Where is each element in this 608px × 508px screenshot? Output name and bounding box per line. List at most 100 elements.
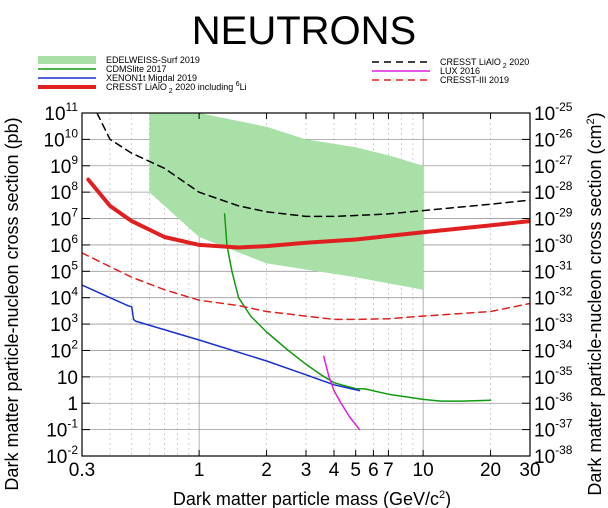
x-axis-label: Dark matter particle mass (GeV/c2) <box>173 489 451 508</box>
y-tick-base: 10 <box>46 447 67 468</box>
y-tick-base: 10 <box>50 183 71 204</box>
x-tick-label: 10 <box>413 460 434 481</box>
y-tick-exp: 6 <box>71 232 78 246</box>
x-tick-label: 2 <box>261 460 272 481</box>
y-tick-exp: -29 <box>555 206 573 220</box>
series-line-5 <box>82 252 530 321</box>
y-tick-exp: -37 <box>555 417 573 431</box>
plot-area: 0.3 1 2 3 4 5 6 7 10 20 3010-210-11101021031041051… <box>44 100 573 481</box>
y-tick-label-left: 1011 <box>44 100 78 125</box>
y-tick-base: 10 <box>534 368 555 389</box>
y-tick-label-right: 10-34 <box>534 337 573 362</box>
y-tick-exp: 5 <box>71 258 78 272</box>
legend-entry-label: CDMSlite 2017 <box>106 64 167 74</box>
y-tick-label-right: 10-37 <box>534 417 573 442</box>
y-tick-base: 10 <box>57 368 78 389</box>
y-tick-base: 10 <box>534 447 555 468</box>
legend-entry-tail2: Li <box>240 82 247 92</box>
y-tick-label-left: 108 <box>50 179 78 204</box>
series-line-0 <box>223 213 492 402</box>
y-tick-base: 10 <box>534 130 555 151</box>
y-tick-base: 10 <box>50 315 71 336</box>
y-tick-base: 10 <box>50 341 71 362</box>
y-axis-label-right-sup: 2 <box>585 118 597 124</box>
y-tick-exp: -30 <box>555 232 573 246</box>
y-tick-base: 10 <box>534 289 555 310</box>
series-line-3 <box>96 113 530 218</box>
y-axis-label-right: Dark matter particle-nucleon cross secti… <box>585 112 605 495</box>
legend-entry-label: EDELWEISS-Surf 2019 <box>106 55 200 65</box>
y-tick-label-left: 1010 <box>44 126 79 151</box>
y-tick-label-right: 10-35 <box>534 364 573 389</box>
x-tick-label: 0.3 <box>69 460 95 481</box>
legend-entry-text: XENON1t Migdal 2019 <box>106 73 197 83</box>
y-tick-base: 10 <box>50 157 71 178</box>
y-tick-exp: -31 <box>555 258 573 272</box>
y-tick-label-right: 10-31 <box>534 258 573 283</box>
y-tick-label-right: 10-26 <box>534 126 573 151</box>
y-tick-base: 10 <box>44 130 65 151</box>
y-tick-label-left: 10-2 <box>46 443 78 468</box>
y-tick-base: 10 <box>534 236 555 257</box>
y-tick-exp: 8 <box>71 179 78 193</box>
y-axis-label-right-main: Dark matter particle-nucleon cross secti… <box>585 125 605 496</box>
x-axis-label-sup: 2 <box>439 489 445 501</box>
y-tick-base: 1 <box>67 394 78 415</box>
y-tick-base: 10 <box>50 262 71 283</box>
y-tick-label-left: 10-1 <box>46 417 78 442</box>
series-line-2 <box>86 177 530 250</box>
series-line-4 <box>322 355 361 431</box>
y-tick-exp: 9 <box>71 153 78 167</box>
legend-swatch-band <box>38 56 96 64</box>
y-tick-label-right: 10-36 <box>534 390 573 415</box>
y-tick-base: 10 <box>534 104 555 125</box>
legend-entry-tail: 2020 including <box>173 82 236 92</box>
y-tick-label-left: 105 <box>50 258 78 283</box>
y-tick-label-left: 1 <box>67 394 78 415</box>
y-tick-label-left: 102 <box>50 337 78 362</box>
legend-entry-sup: 6 <box>236 81 240 88</box>
y-tick-exp: -27 <box>555 153 573 167</box>
y-tick-base: 10 <box>50 210 71 231</box>
legend-entry-text: LUX 2016 <box>440 66 480 76</box>
x-tick-label: 3 <box>301 460 312 481</box>
y-tick-exp: -35 <box>555 364 573 378</box>
y-tick-label-left: 106 <box>50 232 78 257</box>
legend-entry-text: EDELWEISS-Surf 2019 <box>106 55 200 65</box>
legend-entry-label: CRESST LiAlO 2 2020 <box>440 57 529 70</box>
y-tick-base: 10 <box>50 236 71 257</box>
legend-entry-sub: 2 <box>501 63 507 70</box>
y-tick-exp: 7 <box>71 206 78 220</box>
y-tick-base: 10 <box>46 421 67 442</box>
y-tick-exp: -38 <box>555 443 573 457</box>
x-tick-label: 20 <box>480 460 501 481</box>
y-tick-label-left: 103 <box>50 311 78 336</box>
y-axis-label-right-end: ) <box>585 112 605 118</box>
y-tick-exp: -33 <box>555 311 573 325</box>
y-tick-label-right: 10-28 <box>534 179 573 204</box>
y-tick-label-left: 10 <box>57 368 78 389</box>
legend-entry-text: CRESST LiAlO <box>106 82 167 92</box>
x-tick-label: 4 <box>329 460 340 481</box>
x-axis-label-main: Dark matter particle mass (GeV/c <box>173 489 439 508</box>
legend-entry-sub: 2 <box>167 88 173 95</box>
y-tick-exp: 10 <box>65 126 79 140</box>
y-tick-label-right: 10-29 <box>534 206 573 231</box>
y-tick-exp: 2 <box>71 337 78 351</box>
y-tick-exp: -36 <box>555 390 573 404</box>
plot-clipped <box>82 113 530 431</box>
series-line-1 <box>82 284 361 392</box>
x-axis-label-end: ) <box>445 489 451 508</box>
x-tick-label: 6 <box>368 460 379 481</box>
legend-entry-text: CDMSlite 2017 <box>106 64 167 74</box>
y-tick-label-right: 10-32 <box>534 285 573 310</box>
y-tick-exp: -1 <box>67 417 78 431</box>
y-tick-label-right: 10-38 <box>534 443 573 468</box>
y-tick-base: 10 <box>534 157 555 178</box>
x-tick-label: 30 <box>519 460 540 481</box>
y-tick-base: 10 <box>534 183 555 204</box>
y-tick-base: 10 <box>534 394 555 415</box>
y-axis-label-left: Dark matter particle-nucleon cross secti… <box>2 117 22 490</box>
y-tick-exp: -32 <box>555 285 573 299</box>
